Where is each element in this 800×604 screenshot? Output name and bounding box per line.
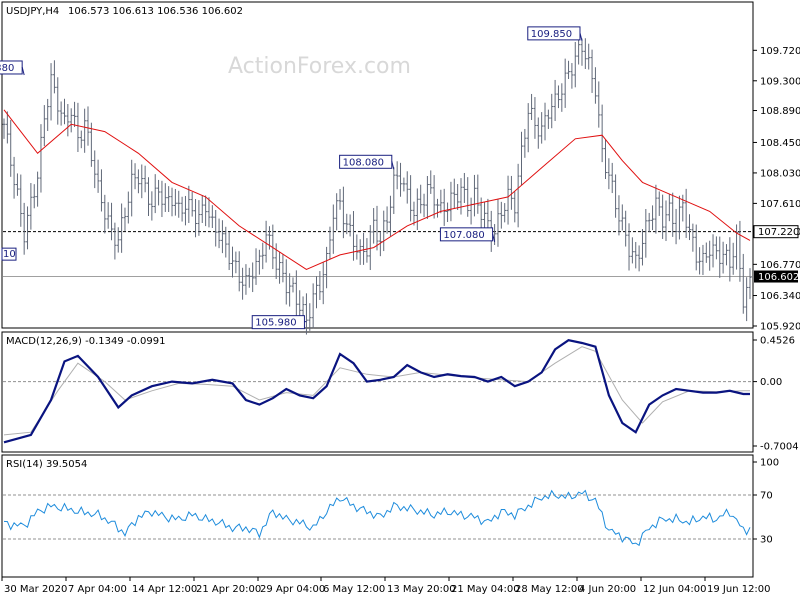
macd-pane-title: MACD(12,26,9) -0.1349 -0.0991 [6, 336, 166, 347]
macd-pane-frame [1, 331, 754, 453]
x-axis-label: 30 Mar 2020 [4, 584, 67, 595]
price-y-label: 106.770 [760, 260, 800, 271]
price-y-label: 108.030 [760, 168, 800, 179]
rsi-pane-title: RSI(14) 39.5054 [6, 459, 87, 470]
rsi-layer: 100 70 30 [3, 458, 779, 547]
moving-average-line [3, 109, 751, 270]
rsi-line [3, 489, 751, 547]
price-callout-leader [391, 161, 395, 170]
macd-y-label: -0.7004 [760, 442, 799, 453]
price-y-label: 107.610 [760, 199, 800, 210]
x-axis-label: 28 May 12:00 [515, 584, 584, 595]
price-y-label: 109.300 [760, 76, 800, 87]
macd-y-label: 0.4526 [760, 336, 795, 347]
x-axis-label: 19 Jun 12:00 [707, 584, 771, 595]
price-y-label: 108.890 [760, 106, 800, 117]
current-price-label: 106.602 [758, 272, 799, 283]
x-axis-label: 4 Jun 20:00 [579, 584, 636, 595]
watermark: ActionForex.com [228, 54, 411, 79]
price-y-label: 105.920 [760, 322, 800, 333]
price-callout-label: 107.080 [443, 230, 484, 241]
x-axis-label: 7 Apr 04:00 [68, 584, 127, 595]
left-edge-callout-label: 10 [3, 249, 16, 260]
price-layer: 109.720 109.300 108.890 108.450 108.030 107.6… [0, 26, 800, 335]
price-y-label: 108.450 [760, 138, 800, 149]
rsi-pane-frame [1, 454, 754, 578]
price-callout-label: 109.380 [0, 63, 14, 74]
ohlc-readout: 106.573 106.613 106.536 106.602 [68, 6, 243, 17]
macd-y-label: 0.00 [760, 377, 782, 388]
price-pane-frame [1, 1, 754, 329]
price-callout-leader [21, 66, 25, 76]
price-callout-leader [492, 233, 496, 242]
x-axis-label: 29 Apr 04:00 [260, 584, 325, 595]
x-axis-label: 21 Apr 20:00 [196, 584, 261, 595]
price-callout-leader [579, 32, 583, 42]
rsi-y-label: 100 [760, 458, 779, 469]
price-y-label: 109.720 [760, 46, 800, 57]
horizontal-level-label: 107.220 [758, 227, 799, 238]
rsi-y-label: 70 [760, 491, 773, 502]
rsi-y-label: 30 [760, 535, 773, 546]
macd-layer: 0.4526 0.00 -0.7004 [3, 336, 799, 453]
price-pane-title: USDJPY,H4 [6, 6, 59, 17]
left-edge-callout-box [1, 247, 17, 261]
x-axis-label: 14 Apr 12:00 [132, 584, 197, 595]
current-price-box [754, 270, 798, 283]
price-callout-label: 108.080 [343, 157, 384, 168]
price-callout-label: 105.980 [255, 318, 296, 329]
x-axis-label: 12 Jun 04:00 [643, 584, 707, 595]
horizontal-level-box [753, 225, 799, 239]
price-callout-label: 109.850 [531, 29, 572, 40]
price-y-label: 106.340 [760, 291, 800, 302]
x-axis-label: 21 May 04:00 [451, 584, 520, 595]
macd-main-line [3, 339, 750, 444]
x-axis-label: 6 May 12:00 [323, 584, 385, 595]
x-axis-label: 13 May 20:00 [387, 584, 456, 595]
